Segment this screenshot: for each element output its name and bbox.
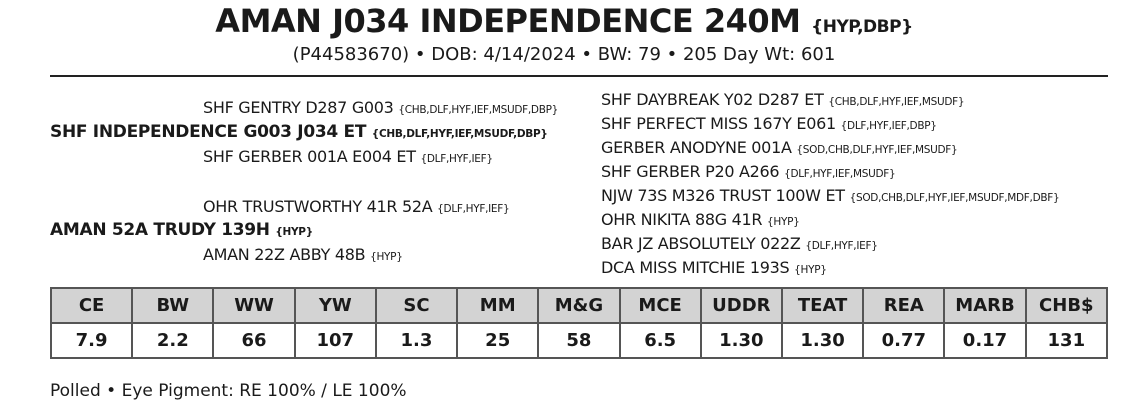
epd-value-cell: 2.2 <box>131 322 215 359</box>
animal-name: AMAN J034 INDEPENDENCE 240M {HYP,DBP} <box>0 2 1128 40</box>
epd-header-cell: YW <box>293 287 377 324</box>
third-gen-ancestor: NJW 73S M326 TRUST 100W ET {SOD,CHB,DLF,… <box>601 186 1060 205</box>
epd-header-cell: M&G <box>537 287 621 324</box>
epd-value-cell: 1.30 <box>780 322 865 359</box>
epd-header-cell: UDDR <box>699 287 783 324</box>
sire-sire: SHF GENTRY D287 G003 {CHB,DLF,HYF,IEF,MS… <box>203 98 559 117</box>
epd-value-cell: 58 <box>537 322 621 359</box>
epd-header-cell: CE <box>49 287 134 324</box>
epd-header-cell: CHB$ <box>1024 287 1109 324</box>
epd-value-cell: 7.9 <box>49 322 134 359</box>
epd-value-cell: 25 <box>456 322 540 359</box>
epd-value-row: 7.9 2.2 66 107 1.3 25 58 6.5 1.30 1.30 0.77 0.17 131 <box>49 322 1109 359</box>
epd-header-cell: TEAT <box>780 287 865 324</box>
epd-header-row: CE BW WW YW SC MM M&G MCE UDDR TEAT REA MARB CHB$ <box>49 287 1109 324</box>
third-gen-ancestor: DCA MISS MITCHIE 193S {HYP} <box>601 258 827 277</box>
epd-header-cell: MARB <box>943 287 1027 324</box>
epd-value-cell: 6.5 <box>618 322 702 359</box>
epd-header-cell: WW <box>212 287 296 324</box>
epd-header-cell: SC <box>374 287 459 324</box>
epd-value-cell: 0.17 <box>943 322 1027 359</box>
epd-value-cell: 0.77 <box>862 322 946 359</box>
epd-header-cell: BW <box>131 287 215 324</box>
third-gen-ancestor: GERBER ANODYNE 001A {SOD,CHB,DLF,HYF,IEF… <box>601 138 958 157</box>
third-gen-ancestor: OHR NIKITA 88G 41R {HYP} <box>601 210 800 229</box>
third-gen-ancestor: SHF DAYBREAK Y02 D287 ET {CHB,DLF,HYF,IE… <box>601 90 965 109</box>
third-gen-ancestor: SHF GERBER P20 A266 {DLF,HYF,IEF,MSUDF} <box>601 162 896 181</box>
epd-value-cell: 1.30 <box>699 322 783 359</box>
animal-name-text: AMAN J034 INDEPENDENCE 240M <box>215 2 801 40</box>
divider <box>50 75 1108 77</box>
sire-dam: SHF GERBER 001A E004 ET {DLF,HYF,IEF} <box>203 147 493 166</box>
third-gen-ancestor: BAR JZ ABSOLUTELY 022Z {DLF,HYF,IEF} <box>601 234 878 253</box>
epd-value-cell: 107 <box>293 322 377 359</box>
epd-value-cell: 131 <box>1024 322 1109 359</box>
sire: SHF INDEPENDENCE G003 J034 ET {CHB,DLF,H… <box>50 122 548 142</box>
animal-tags: {HYP,DBP} <box>811 17 913 37</box>
dam-sire: OHR TRUSTWORTHY 41R 52A {DLF,HYF,IEF} <box>203 197 510 216</box>
epd-value-cell: 1.3 <box>374 322 459 359</box>
animal-details: (P44583670) • DOB: 4/14/2024 • BW: 79 • … <box>292 44 836 65</box>
epd-header-cell: MM <box>456 287 540 324</box>
dam-dam: AMAN 22Z ABBY 48B {HYP} <box>203 245 403 264</box>
epd-header-cell: REA <box>862 287 946 324</box>
epd-header-cell: MCE <box>618 287 702 324</box>
dam: AMAN 52A TRUDY 139H {HYP} <box>50 220 313 240</box>
epd-value-cell: 66 <box>212 322 296 359</box>
third-gen-ancestor: SHF PERFECT MISS 167Y E061 {DLF,HYF,IEF,… <box>601 114 937 133</box>
footer-note: Polled • Eye Pigment: RE 100% / LE 100% <box>50 381 407 401</box>
epd-table: CE BW WW YW SC MM M&G MCE UDDR TEAT REA MARB CHB$ 7.… <box>49 287 1109 359</box>
